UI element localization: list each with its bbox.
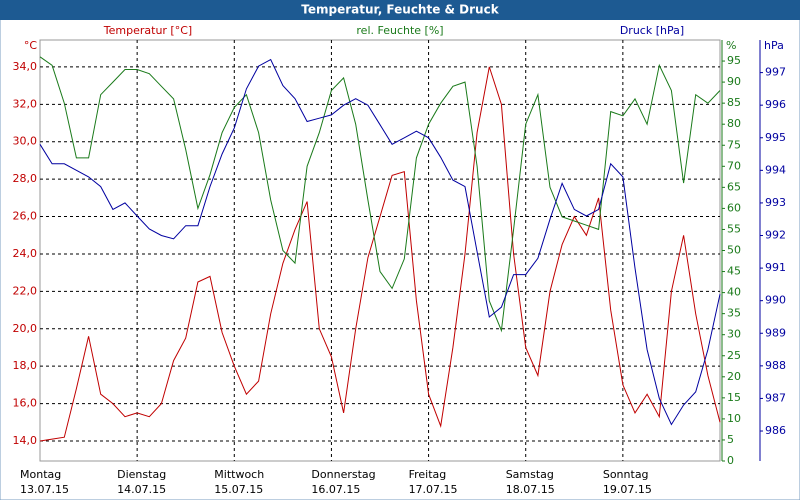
y-unit: °C: [24, 39, 38, 52]
y3-tick-label: 996: [765, 98, 786, 111]
y3-tick-label: 990: [765, 294, 786, 307]
y-tick-label: 32,0: [13, 97, 38, 110]
y-tick-label: 16,0: [13, 397, 38, 410]
y3-axis-label: Druck [hPa]: [620, 24, 684, 37]
x-tick-date: 14.07.15: [117, 483, 166, 496]
y3-tick-label: 988: [765, 359, 786, 372]
y2-tick-label: 50: [727, 244, 741, 257]
y3-tick-label: 987: [765, 391, 786, 404]
y2-axis-label: rel. Feuchte [%]: [356, 24, 443, 37]
y-tick-label: 24,0: [13, 247, 38, 260]
x-tick-label: Mittwoch: [214, 468, 264, 481]
y3-tick-label: 994: [765, 163, 786, 176]
y-tick-label: 28,0: [13, 172, 38, 185]
x-tick-label: Dienstag: [117, 468, 166, 481]
x-tick-date: 16.07.15: [311, 483, 360, 496]
y3-tick-label: 989: [765, 326, 786, 339]
x-tick-date: 19.07.15: [603, 483, 652, 496]
y2-tick-label: 20: [727, 370, 741, 383]
y2-tick-label: 80: [727, 117, 741, 130]
chart-title: Temperatur, Feuchte & Druck: [301, 3, 499, 17]
title-bar: [0, 0, 800, 20]
series-line: [39, 66, 721, 442]
series-line: [39, 56, 721, 333]
x-tick-date: 15.07.15: [214, 483, 263, 496]
y-tick-label: 18,0: [13, 359, 38, 372]
y2-tick-label: 25: [727, 349, 741, 362]
x-tick-date: 18.07.15: [506, 483, 555, 496]
y2-tick-label: 55: [727, 222, 741, 235]
y2-tick-label: 75: [727, 138, 741, 151]
y2-tick-label: 40: [727, 286, 741, 299]
y-tick-label: 34,0: [13, 60, 38, 73]
y2-unit: %: [726, 39, 736, 52]
y2-tick-label: 85: [727, 96, 741, 109]
y2-tick-label: 45: [727, 265, 741, 278]
y-tick-label: 14,0: [13, 434, 38, 447]
y2-tick-label: 70: [727, 159, 741, 172]
y-tick-label: 26,0: [13, 210, 38, 223]
x-tick-label: Montag: [20, 468, 61, 481]
x-tick-label: Sonntag: [603, 468, 649, 481]
y-tick-label: 22,0: [13, 284, 38, 297]
x-tick-label: Donnerstag: [311, 468, 375, 481]
y2-tick-label: 5: [727, 433, 734, 446]
y-tick-label: 30,0: [13, 135, 38, 148]
x-tick-label: Freitag: [409, 468, 447, 481]
y2-tick-label: 15: [727, 391, 741, 404]
y2-tick-label: 35: [727, 307, 741, 320]
y3-unit: hPa: [764, 39, 784, 52]
y2-tick-label: 10: [727, 412, 741, 425]
x-tick-date: 13.07.15: [20, 483, 69, 496]
series-line: [39, 58, 721, 426]
y3-tick-label: 991: [765, 261, 786, 274]
x-tick-label: Samstag: [506, 468, 554, 481]
y2-tick-label: 65: [727, 180, 741, 193]
y3-tick-label: 997: [765, 66, 786, 79]
y2-tick-label: 0: [727, 454, 734, 467]
y3-tick-label: 986: [765, 424, 786, 437]
y3-tick-label: 993: [765, 196, 786, 209]
x-tick-date: 17.07.15: [409, 483, 458, 496]
y-tick-label: 20,0: [13, 322, 38, 335]
y-axis-label: Temperatur [°C]: [103, 24, 192, 37]
y2-tick-label: 30: [727, 328, 741, 341]
y3-tick-label: 992: [765, 229, 786, 242]
y2-tick-label: 60: [727, 201, 741, 214]
y2-tick-label: 95: [727, 54, 741, 67]
plot-area: [39, 39, 721, 462]
y2-tick-label: 90: [727, 75, 741, 88]
y3-tick-label: 995: [765, 131, 786, 144]
